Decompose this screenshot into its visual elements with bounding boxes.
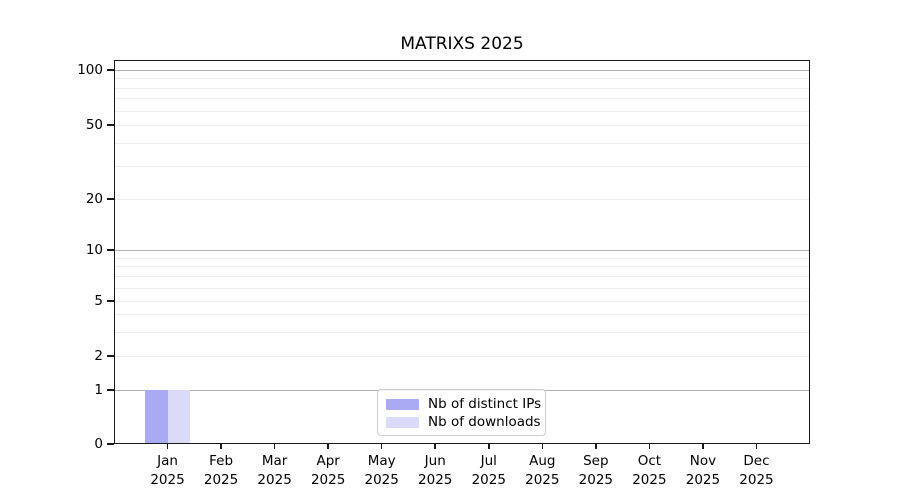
x-tick-mark (595, 444, 597, 449)
y-tick-label: 5 (94, 293, 103, 309)
x-tick-label: Apr 2025 (298, 452, 358, 490)
y-tick-label: 10 (85, 242, 103, 258)
x-tick-year: 2025 (632, 472, 667, 488)
x-tick-label: Jul 2025 (459, 452, 519, 490)
y-tick-mark (107, 198, 114, 200)
x-tick-mark (541, 444, 544, 449)
legend-swatch-distinct-ips (386, 398, 419, 410)
x-tick-year: 2025 (203, 472, 239, 488)
x-tick-label: Oct 2025 (619, 452, 679, 490)
x-tick-label: May 2025 (352, 452, 412, 490)
y-tick-mark (107, 355, 114, 357)
x-tick-label: Aug 2025 (512, 452, 572, 490)
x-tick-label: Dec 2025 (726, 452, 786, 490)
x-tick-year: 2025 (471, 472, 506, 488)
x-tick-month: Jun (424, 453, 446, 469)
x-tick-year: 2025 (418, 472, 453, 488)
bar-distinct-ips-jan (145, 390, 168, 444)
y-gridline-minor (114, 314, 810, 316)
x-tick-mark (434, 444, 436, 449)
y-gridline (114, 199, 810, 200)
y-tick-mark (107, 300, 114, 302)
x-tick-year: 2025 (525, 472, 560, 488)
x-tick-year: 2025 (578, 472, 614, 488)
legend-item-downloads: Nb of downloads (386, 414, 541, 430)
x-tick-mark (755, 444, 758, 449)
x-tick-label: Sep 2025 (566, 452, 626, 490)
x-tick-year: 2025 (739, 472, 774, 488)
y-gridline-minor (114, 266, 810, 268)
y-gridline-minor (114, 110, 810, 112)
x-tick-label: Jan 2025 (138, 452, 198, 490)
x-tick-label: Mar 2025 (245, 452, 305, 490)
x-tick-mark (327, 444, 329, 449)
x-tick-mark (220, 444, 222, 449)
x-tick-year: 2025 (257, 472, 292, 488)
y-gridline-minor (114, 143, 810, 145)
y-tick-mark (107, 124, 114, 126)
y-gridline (114, 125, 810, 126)
legend-label-distinct-ips: Nb of distinct IPs (428, 396, 542, 412)
x-tick-month: Apr (316, 453, 340, 469)
x-tick-month: Jan (157, 453, 178, 469)
y-tick-mark (107, 443, 114, 445)
chart-title: MATRIXS 2025 (400, 34, 524, 54)
x-tick-month: Nov (689, 453, 717, 469)
y-gridline-minor (114, 98, 810, 100)
y-gridline-minor (114, 287, 810, 289)
x-tick-month: Oct (637, 453, 662, 469)
y-tick-label: 2 (94, 348, 103, 364)
x-tick-month: Mar (261, 453, 288, 469)
x-tick-year: 2025 (364, 472, 399, 488)
x-tick-month: Dec (743, 453, 770, 469)
y-gridline-minor (114, 257, 810, 259)
x-tick-mark (488, 444, 490, 449)
x-tick-mark (648, 444, 651, 449)
plot-area (114, 60, 810, 444)
x-tick-mark (166, 444, 169, 449)
y-tick-mark (107, 389, 114, 391)
y-tick-label: 1 (94, 382, 103, 398)
y-tick-label: 100 (77, 62, 103, 78)
x-tick-label: Feb 2025 (191, 452, 251, 490)
x-tick-month: Aug (529, 453, 556, 469)
y-tick-mark (107, 69, 114, 71)
y-tick-label: 50 (85, 117, 103, 133)
y-gridline-minor (114, 331, 810, 333)
y-gridline (114, 301, 810, 302)
legend-label-downloads: Nb of downloads (428, 414, 541, 430)
x-tick-month: May (367, 453, 396, 469)
y-gridline-minor (114, 78, 810, 80)
y-tick-label: 0 (94, 436, 103, 452)
y-tick-label: 20 (85, 191, 103, 207)
legend-item-distinct-ips: Nb of distinct IPs (386, 396, 541, 412)
x-tick-year: 2025 (310, 472, 346, 488)
x-tick-mark (380, 444, 383, 449)
legend: Nb of distinct IPs Nb of downloads (377, 389, 546, 436)
y-gridline (114, 250, 810, 251)
y-gridline (114, 356, 810, 357)
bar-downloads-jan (167, 390, 191, 444)
y-gridline-minor (114, 276, 810, 278)
y-gridline-minor (114, 87, 810, 89)
legend-swatch-downloads (386, 416, 419, 428)
x-tick-year: 2025 (685, 472, 721, 488)
y-gridline (114, 70, 810, 71)
x-tick-label: Nov 2025 (673, 452, 733, 490)
y-gridline-minor (114, 166, 810, 168)
x-tick-label: Jun 2025 (405, 452, 465, 490)
x-tick-year: 2025 (150, 472, 185, 488)
x-tick-mark (702, 444, 704, 449)
x-tick-month: Feb (209, 453, 234, 469)
x-tick-month: Jul (480, 453, 497, 469)
x-tick-mark (273, 444, 276, 449)
y-tick-mark (107, 249, 114, 251)
x-tick-month: Sep (583, 453, 609, 469)
